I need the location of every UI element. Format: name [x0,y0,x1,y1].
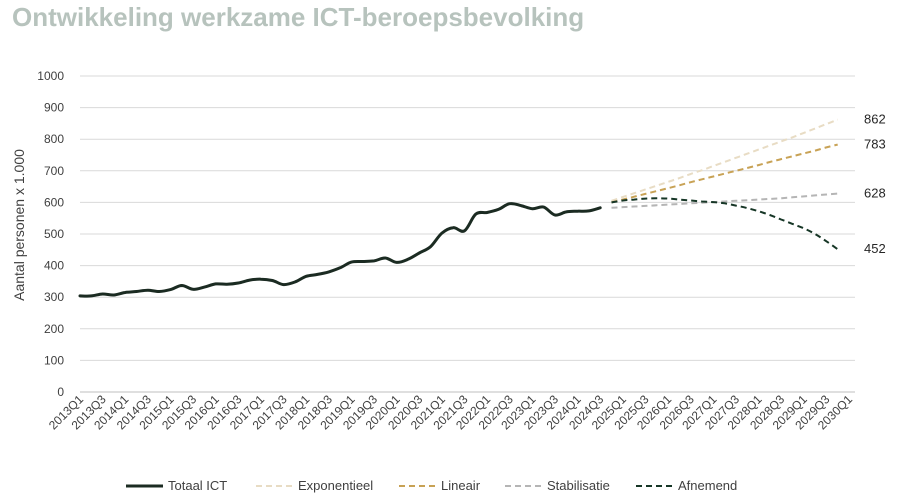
end-label-lineair: 783 [864,137,886,152]
legend-label: Lineair [441,478,481,493]
y-tick-label: 300 [44,290,64,304]
end-label-exponentieel: 862 [864,112,886,127]
legend-label: Afnemend [678,478,737,493]
y-axis-ticks: 0 100 200 300 400 500 600 700 800 900 1000 [37,69,64,399]
legend-label: Exponentieel [298,478,373,493]
end-labels: 862 783 628 452 [864,112,886,257]
end-label-stabilisatie: 628 [864,186,886,201]
series-line-exponentieel [611,118,839,202]
series-line-stabilisatie [611,192,838,209]
y-tick-label: 0 [57,385,64,399]
legend-label: Totaal ICT [168,478,227,493]
y-tick-label: 500 [44,227,64,241]
series-line-afnemend [611,197,839,251]
x-axis-ticks: 2013Q12013Q32014Q12014Q32015Q12015Q32016… [46,392,855,432]
series-lines [78,118,839,298]
y-tick-label: 200 [44,322,64,336]
y-tick-label: 800 [44,132,64,146]
y-tick-label: 100 [44,353,64,367]
y-tick-label: 400 [44,259,64,273]
y-tick-label: 900 [44,101,64,115]
y-tick-label: 1000 [37,69,64,83]
y-tick-label: 600 [44,195,64,209]
chart-title: Ontwikkeling werkzame ICT-beroepsbevolki… [12,2,585,32]
gridlines [80,75,855,361]
series-line-totaal-ict [78,202,602,298]
end-label-afnemend: 452 [864,241,886,256]
legend: Totaal ICT Exponentieel Lineair Stabilisati… [126,478,737,493]
y-axis-label: Aantal personen x 1.000 [11,149,27,301]
series-line-lineair [611,143,838,204]
legend-label: Stabilisatie [547,478,610,493]
y-tick-label: 700 [44,164,64,178]
